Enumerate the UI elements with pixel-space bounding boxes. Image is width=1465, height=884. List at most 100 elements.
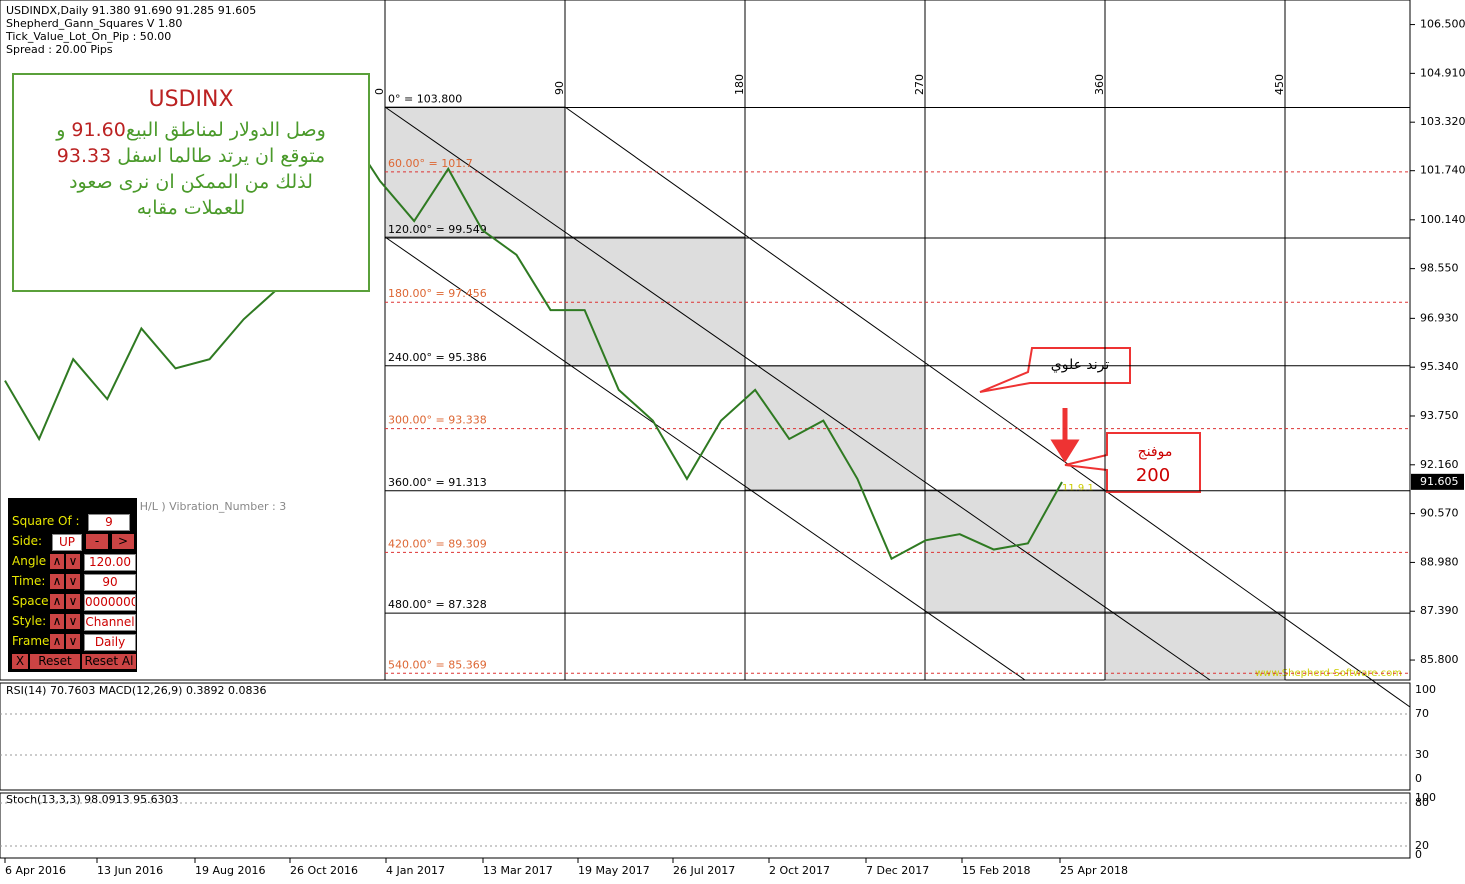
callout-text: موفنج xyxy=(1138,444,1173,460)
reset-button[interactable]: Reset xyxy=(30,654,80,669)
date-label: 13 Jun 2016 xyxy=(97,864,163,877)
down-button[interactable]: ∨ xyxy=(66,554,80,569)
up-button[interactable]: ∧ xyxy=(50,614,64,629)
panel-field[interactable]: 120.00 xyxy=(84,554,136,571)
date-label: 26 Oct 2016 xyxy=(290,864,358,877)
panel-label: Time: xyxy=(12,574,46,588)
gann-boxes xyxy=(384,106,1286,681)
price-label: 95.340 xyxy=(1420,360,1459,373)
down-button[interactable]: ∨ xyxy=(66,574,80,589)
up-button[interactable]: ∧ xyxy=(50,554,64,569)
date-label: 25 Apr 2018 xyxy=(1060,864,1128,877)
header-line: Shepherd_Gann_Squares V 1.80 xyxy=(6,17,182,30)
date-label: 19 Aug 2016 xyxy=(195,864,265,877)
gann-level-label: 60.00° = 101.7 xyxy=(388,157,473,170)
gann-level-label: 300.00° = 93.338 xyxy=(388,414,487,427)
date-label: 19 May 2017 xyxy=(578,864,650,877)
price-line xyxy=(4,126,1063,561)
current-price-label: 91.605 xyxy=(1420,475,1459,488)
gann-tag: 11.9.1 xyxy=(1062,483,1094,494)
panel-label: Side: xyxy=(12,534,42,548)
gann-level-label: 480.00° = 87.328 xyxy=(388,598,487,611)
ma-callout xyxy=(1064,432,1201,493)
number: 91.60 xyxy=(71,119,126,141)
text: وصل الدولار لمناطق البيع xyxy=(125,119,326,141)
date-label: 26 Jul 2017 xyxy=(673,864,735,877)
price-label: 90.570 xyxy=(1420,507,1459,520)
stoch-tick: 100 xyxy=(1415,791,1436,804)
gann-angle: 180 xyxy=(733,74,746,95)
header-line: Spread : 20.00 Pips xyxy=(6,43,113,56)
close-button[interactable]: X xyxy=(12,654,28,669)
date-label: 2 Oct 2017 xyxy=(769,864,830,877)
panel-field[interactable]: Channel xyxy=(84,614,136,631)
side-button[interactable]: > xyxy=(112,534,134,549)
price-label: 93.750 xyxy=(1420,409,1459,422)
number: 93.33 xyxy=(56,145,112,167)
down-button[interactable]: ∨ xyxy=(66,594,80,609)
stoch-label: Stoch(13,3,3) 98.0913 95.6303 xyxy=(6,793,179,806)
annotation-title: USDINX xyxy=(148,87,234,112)
reset-all-button[interactable]: Reset Al xyxy=(82,654,136,669)
stoch-tick: 20 xyxy=(1415,839,1429,852)
arrow xyxy=(1050,408,1080,463)
price-label: 101.740 xyxy=(1420,164,1465,177)
price-label: 88.980 xyxy=(1420,555,1459,568)
stoch-tick: 0 xyxy=(1415,848,1422,861)
panel-field[interactable]: UP xyxy=(52,534,82,551)
down-button[interactable]: ∨ xyxy=(66,634,80,649)
date-label: 4 Jan 2017 xyxy=(386,864,445,877)
panel-label: Style: xyxy=(12,614,47,628)
main-frame xyxy=(0,0,1411,681)
gann-level-label: 0° = 103.800 xyxy=(388,92,462,105)
panel-field[interactable]: 0000000 xyxy=(84,594,136,611)
panel-header: ( H/L ) Vibration_Number : 3 xyxy=(132,500,286,513)
gann-level-label: 360.00° = 91.313 xyxy=(388,476,487,489)
up-button[interactable]: ∧ xyxy=(50,574,64,589)
panel-label: Space xyxy=(12,594,49,608)
gann-angle: 0 xyxy=(373,88,386,95)
price-label: 103.320 xyxy=(1420,115,1465,128)
side-button[interactable]: - xyxy=(86,534,108,549)
date-label: 7 Dec 2017 xyxy=(866,864,929,877)
trend-callout xyxy=(979,347,1131,393)
rsi-tick: 100 xyxy=(1415,683,1436,696)
annotation-line: للعملات مقابه xyxy=(136,197,246,219)
price-label: 98.550 xyxy=(1420,262,1459,275)
callout-text: ترند علوي xyxy=(1051,357,1110,373)
gann-level-label: 120.00° = 99.549 xyxy=(388,223,487,236)
up-button[interactable]: ∧ xyxy=(50,594,64,609)
stoch-tick: 80 xyxy=(1415,796,1429,809)
date-label: 15 Feb 2018 xyxy=(962,864,1030,877)
gann-level-label: 240.00° = 95.386 xyxy=(388,351,487,364)
price-label: 96.930 xyxy=(1420,311,1459,324)
down-button[interactable]: ∨ xyxy=(66,614,80,629)
rsi-frame xyxy=(0,682,1411,791)
panel-field[interactable]: 90 xyxy=(84,574,136,591)
annotation-line: متوقع ان يرتد طالما اسفل 93.33 xyxy=(14,143,368,169)
rsi-tick: 30 xyxy=(1415,748,1429,761)
panel-label: Square Of : xyxy=(12,514,80,528)
price-label: 92.160 xyxy=(1420,458,1459,471)
gann-angle: 270 xyxy=(913,74,926,95)
gann-level-label: 540.00° = 85.369 xyxy=(388,658,487,671)
header-line: USDINDX,Daily 91.380 91.690 91.285 91.60… xyxy=(6,4,256,17)
control-panel: Square Of :9 Side: - > UP Angle ∧ ∨ 120.00 Time: ∧… xyxy=(8,498,137,672)
gann-angle: 360 xyxy=(1093,74,1106,95)
panel-field[interactable]: Daily xyxy=(84,634,136,651)
panel-field[interactable]: 9 xyxy=(88,514,130,531)
price-label: 104.910 xyxy=(1420,66,1465,79)
rsi-label: RSI(14) 70.7603 MACD(12,26,9) 0.3892 0.0… xyxy=(6,684,266,697)
price-label: 87.390 xyxy=(1420,604,1459,617)
text: و xyxy=(56,119,72,141)
date-label: 13 Mar 2017 xyxy=(483,864,553,877)
date-label: 6 Apr 2016 xyxy=(5,864,66,877)
annotation-line: وصل الدولار لمناطق البيع91.60 و xyxy=(14,117,368,143)
current-price-tag xyxy=(1411,473,1464,490)
text: متوقع ان يرتد طالما اسفل xyxy=(111,145,326,167)
gann-level-label: 180.00° = 97.456 xyxy=(388,287,487,300)
up-button[interactable]: ∧ xyxy=(50,634,64,649)
annotation-line: لذلك من الممكن ان نرى صعود xyxy=(69,171,313,193)
